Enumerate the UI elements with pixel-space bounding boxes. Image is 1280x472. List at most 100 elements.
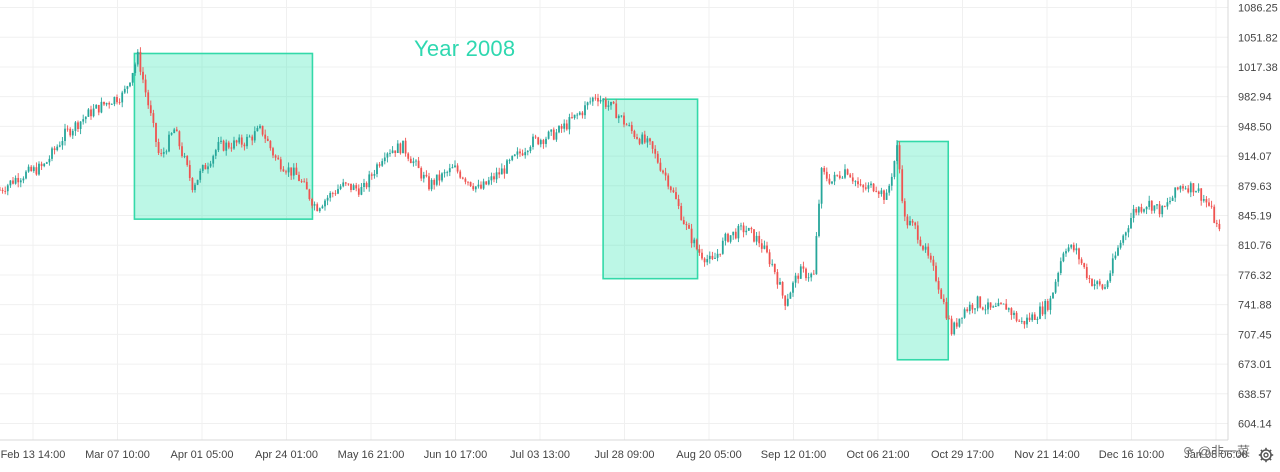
candle-body: [646, 138, 649, 143]
candle-body: [1080, 259, 1083, 264]
candle-body: [677, 199, 680, 207]
candle-body: [357, 188, 360, 195]
candle-body: [786, 298, 789, 306]
candle-body: [474, 186, 477, 190]
candle-body: [1114, 255, 1117, 259]
candle-body: [664, 172, 667, 176]
candle-body: [823, 168, 826, 172]
candle-body: [261, 125, 264, 135]
candle-body: [225, 142, 228, 151]
candle-body: [61, 141, 64, 146]
candle-body: [909, 220, 911, 226]
candle-body: [706, 259, 709, 263]
candle-body: [368, 174, 371, 188]
candle-body: [558, 125, 560, 133]
candle-body: [547, 131, 550, 139]
candle-body: [989, 302, 992, 308]
candle-body: [1156, 204, 1158, 206]
candle-body: [1192, 183, 1195, 193]
candle-body: [1018, 320, 1021, 322]
x-tick-label: Feb 13 14:00: [1, 449, 66, 461]
candle-body: [937, 280, 940, 290]
candle-body: [417, 160, 420, 169]
candle-body: [880, 190, 883, 195]
candle-body: [747, 227, 750, 231]
candle-body: [656, 153, 659, 163]
candle-body: [1039, 306, 1041, 319]
candle-body: [412, 161, 415, 164]
candle-body: [849, 174, 852, 178]
candle-body: [1166, 202, 1169, 207]
y-tick-label: 707.45: [1238, 329, 1272, 341]
candle-body: [638, 138, 641, 144]
candle-body: [859, 184, 862, 186]
candle-body: [727, 233, 729, 242]
candle-body: [745, 230, 748, 233]
candle-body: [763, 245, 766, 249]
candle-body: [1096, 281, 1099, 285]
candle-body: [1044, 301, 1047, 315]
y-tick-label: 845.19: [1238, 211, 1272, 223]
candle-body: [1132, 208, 1135, 219]
candle-body: [373, 174, 376, 176]
candle-body: [456, 165, 459, 172]
candle-body: [1036, 318, 1039, 320]
candle-body: [719, 253, 722, 255]
candle-body: [0, 189, 1, 191]
highlight-box-2: [602, 98, 699, 280]
candle-body: [831, 181, 833, 184]
candle-body: [576, 114, 579, 116]
candle-body: [339, 186, 342, 189]
candle-body: [87, 109, 90, 117]
candle-body: [1153, 205, 1156, 211]
gear-icon[interactable]: [1258, 447, 1274, 463]
x-tick-label: Aug 20 05:00: [676, 449, 741, 461]
candle-body: [407, 153, 410, 159]
candle-body: [43, 163, 46, 167]
candle-body: [378, 164, 381, 166]
candle-body: [737, 225, 740, 239]
candle-body: [992, 306, 995, 308]
candle-body: [1215, 222, 1218, 224]
candle-body: [844, 169, 846, 178]
candle-body: [1002, 303, 1005, 305]
refresh-circle-icon: ⟳: [1183, 443, 1194, 458]
candle-body: [919, 239, 922, 246]
candle-body: [854, 181, 857, 183]
candle-body: [331, 193, 334, 194]
candle-body: [649, 138, 651, 142]
candle-body: [1184, 188, 1187, 190]
candle-body: [1111, 258, 1114, 274]
candle-body: [435, 174, 438, 185]
candle-body: [968, 304, 971, 312]
candle-body: [282, 169, 285, 172]
candle-body: [620, 115, 623, 117]
candle-body: [1046, 301, 1049, 310]
candle-body: [586, 102, 589, 106]
candle-body: [256, 127, 259, 132]
candle-body: [82, 119, 85, 122]
candle-body: [6, 185, 9, 192]
candle-body: [675, 192, 677, 200]
candle-body: [316, 204, 319, 212]
candle-body: [1145, 206, 1148, 210]
candle-body: [984, 309, 987, 311]
candle-body: [1075, 248, 1078, 251]
candle-body: [53, 148, 56, 151]
y-tick-label: 810.76: [1238, 240, 1272, 252]
candle-body: [428, 176, 430, 190]
candle-body: [911, 220, 914, 223]
candle-body: [129, 82, 131, 87]
y-tick-label: 741.88: [1238, 300, 1272, 312]
x-tick-label: May 16 21:00: [338, 449, 405, 461]
candle-body: [555, 132, 558, 140]
candle-body: [1117, 247, 1119, 256]
watermark-text: @非一菜: [1197, 444, 1250, 459]
highlight-boxes: [133, 52, 950, 361]
candle-body: [1189, 183, 1192, 193]
candle-body: [976, 296, 979, 309]
candle-body: [1127, 228, 1130, 233]
candle-body: [113, 97, 116, 105]
candle-body: [19, 180, 22, 183]
